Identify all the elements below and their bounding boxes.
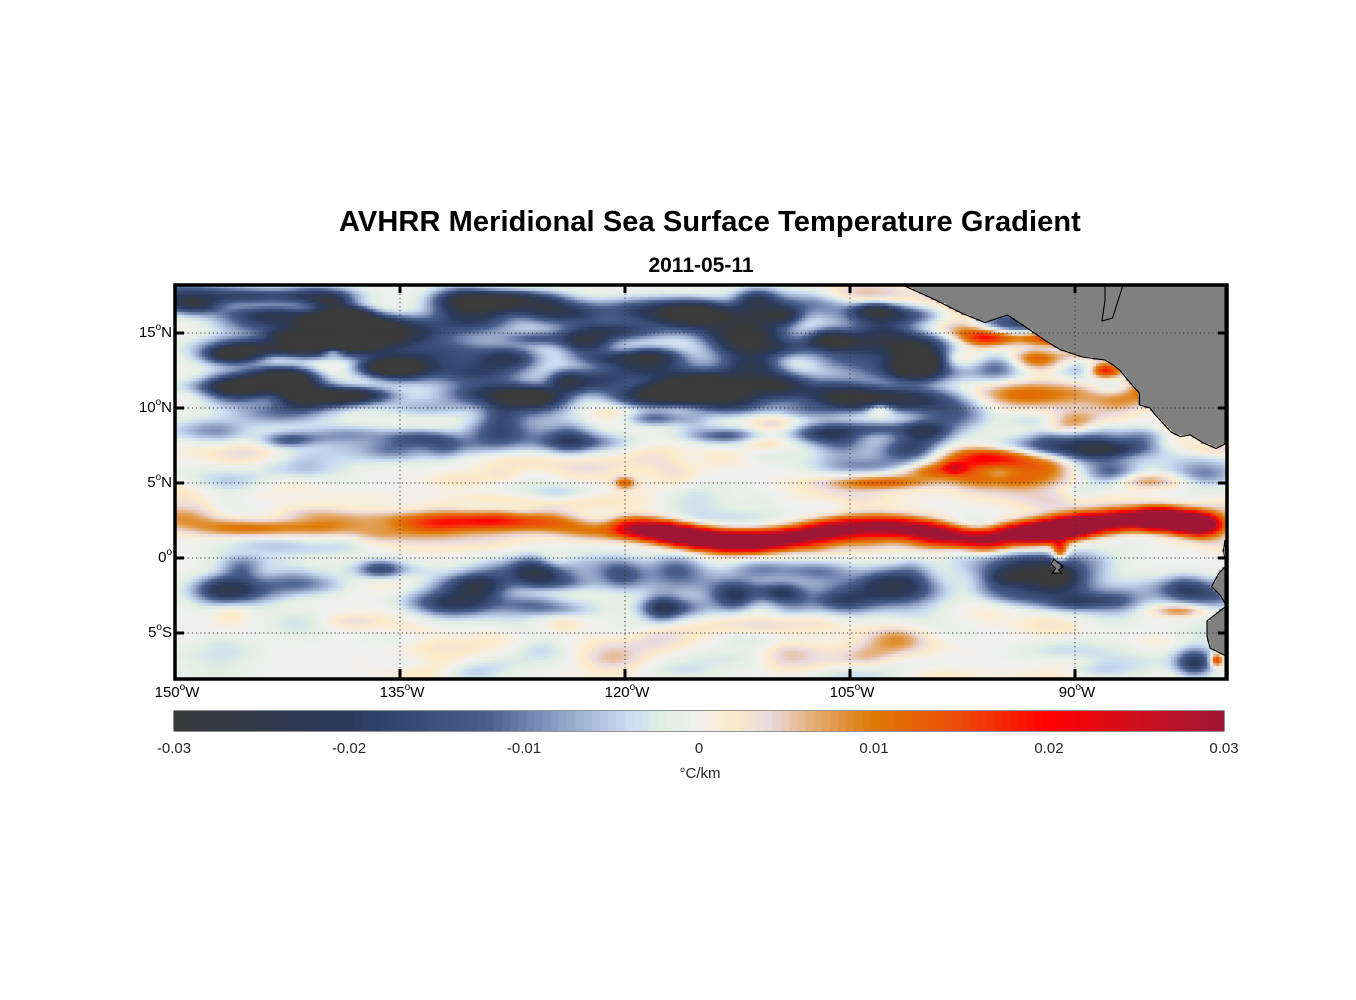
- chart-title: AVHRR Meridional Sea Surface Temperature…: [339, 206, 1081, 238]
- x-tick-label-value: 150: [154, 684, 180, 701]
- degree-symbol: o: [155, 472, 162, 483]
- colorbar-tick-label: -0.02: [309, 740, 389, 757]
- colorbar-tick-label: 0.02: [1009, 740, 1089, 757]
- x-tick-label-value: 90: [1058, 684, 1076, 701]
- y-tick-label-value: 5: [148, 624, 157, 641]
- x-tick-label-hemisphere: W: [1081, 684, 1096, 701]
- x-tick-label-hemisphere: W: [635, 684, 650, 701]
- y-tick-label-value: 15: [138, 324, 156, 341]
- colorbar-tick-label-value: 0.03: [1209, 740, 1239, 757]
- colorbar-tick-label: 0.01: [834, 740, 914, 757]
- y-tick-label-hemisphere: S: [161, 624, 172, 641]
- degree-symbol: o: [179, 682, 186, 693]
- x-tick-label-value: 135: [379, 684, 405, 701]
- colorbar-unit-label: °C/km: [679, 765, 721, 782]
- y-tick-label-hemisphere: N: [161, 324, 172, 341]
- colorbar-tick-label-value: -0.03: [156, 740, 192, 757]
- degree-symbol: o: [166, 547, 172, 558]
- y-tick-label-hemisphere: N: [161, 474, 172, 491]
- x-tick-label-hemisphere: W: [410, 684, 425, 701]
- x-tick-label-value: 120: [604, 684, 630, 701]
- colorbar-tick-label: 0: [659, 740, 739, 757]
- y-tick-label-hemisphere: N: [161, 399, 172, 416]
- colorbar-tick-label-value: 0.02: [1034, 740, 1064, 757]
- degree-symbol: o: [1075, 682, 1082, 693]
- colorbar-tick-label: -0.01: [484, 740, 564, 757]
- x-tick-label: 90oW: [1037, 682, 1117, 701]
- y-tick-label: 0o: [112, 547, 172, 566]
- y-tick-label: 5oN: [112, 472, 172, 491]
- sst-gradient-field: [175, 285, 1227, 679]
- colorbar-tick-label-value: 0.01: [859, 740, 889, 757]
- degree-symbol: o: [156, 622, 162, 633]
- degree-symbol: o: [155, 322, 162, 333]
- colorbar-tick-label-value: 0: [694, 740, 704, 757]
- x-tick-label-value: 105: [829, 684, 855, 701]
- land-central-america-outline: [902, 285, 1226, 450]
- colorbar-tick-label: 0.03: [1184, 740, 1264, 757]
- x-tick-label: 135oW: [362, 682, 442, 701]
- chart-subtitle: 2011-05-11: [648, 254, 754, 277]
- y-tick-label-value: 10: [138, 399, 156, 416]
- degree-symbol: o: [404, 682, 411, 693]
- land-galapagos-outline: [1050, 558, 1064, 574]
- x-tick-label-hemisphere: W: [860, 684, 875, 701]
- x-tick-label-hemisphere: W: [185, 684, 200, 701]
- colorbar-tick-label: -0.03: [134, 740, 214, 757]
- x-tick-label: 105oW: [812, 682, 892, 701]
- y-tick-label-value: 0: [158, 549, 167, 566]
- map-frame: [173, 283, 1229, 681]
- colorbar-tick-label-value: -0.02: [331, 740, 367, 757]
- y-tick-label-value: 5: [147, 474, 156, 491]
- degree-symbol: o: [854, 682, 861, 693]
- colorbar: [174, 711, 1224, 731]
- y-tick-label: 5oS: [112, 622, 172, 641]
- x-tick-label: 120oW: [587, 682, 667, 701]
- x-tick-label: 150oW: [137, 682, 217, 701]
- degree-symbol: o: [629, 682, 636, 693]
- y-tick-label: 10oN: [112, 397, 172, 416]
- degree-symbol: o: [155, 397, 162, 408]
- colorbar-tick-label-value: -0.01: [506, 740, 542, 757]
- y-tick-label: 15oN: [112, 322, 172, 341]
